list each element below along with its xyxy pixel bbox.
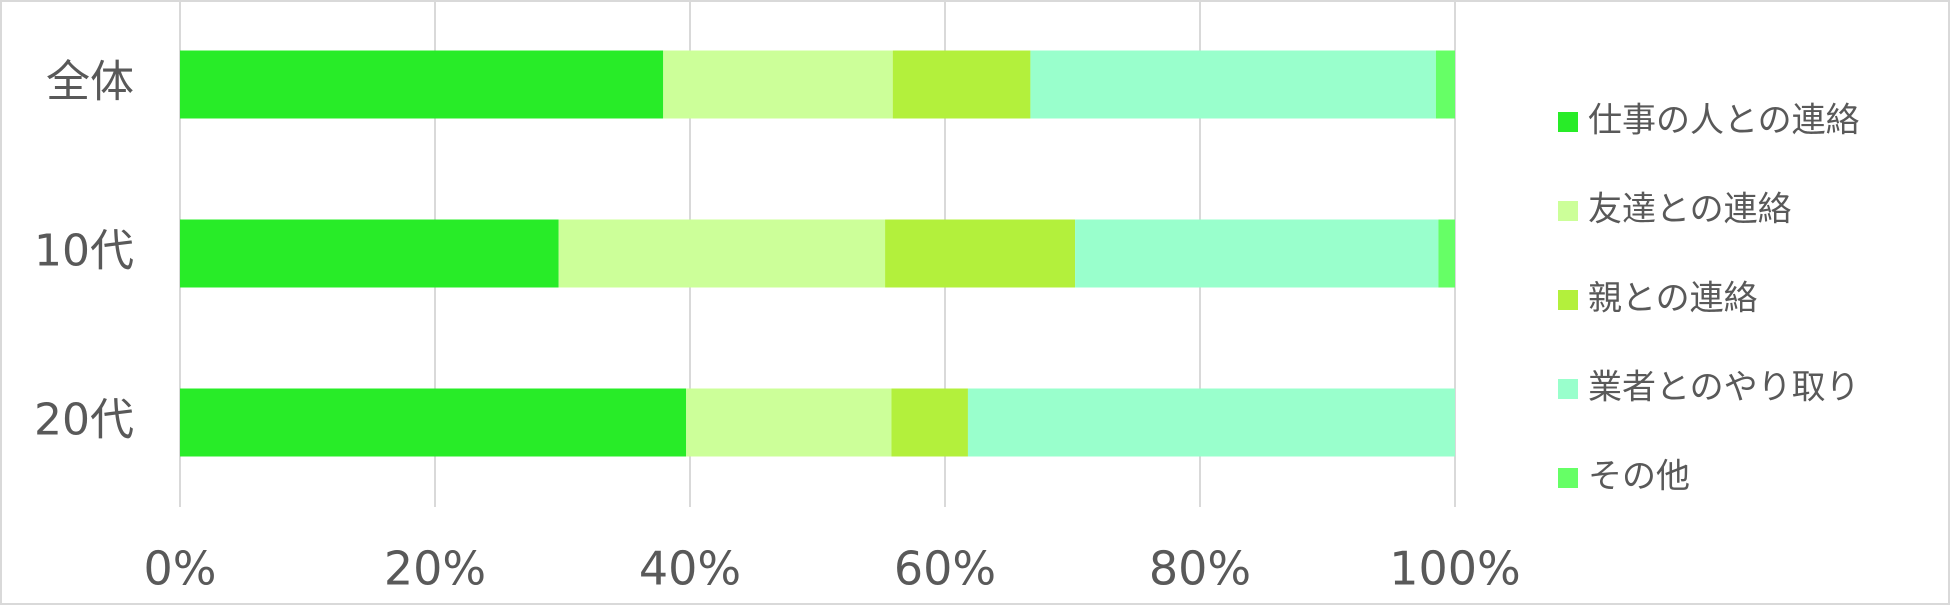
x-tick-label: 80% bbox=[1149, 542, 1251, 596]
legend-label: 仕事の人との連絡 bbox=[1588, 101, 1860, 141]
bar-segment bbox=[663, 50, 893, 119]
bar-segment bbox=[558, 219, 886, 288]
legend-label: 業者とのやり取り bbox=[1588, 368, 1860, 408]
bar-segment bbox=[892, 50, 1031, 119]
y-tick-label: 20代 bbox=[34, 395, 134, 446]
bar-segment bbox=[1075, 219, 1439, 288]
bar-segment bbox=[180, 50, 664, 119]
bar-segment bbox=[1030, 50, 1436, 119]
x-tick-label: 20% bbox=[384, 542, 486, 596]
x-tick-label: 100% bbox=[1389, 542, 1521, 596]
legend-swatch bbox=[1558, 468, 1578, 488]
bar-segment bbox=[967, 388, 1455, 457]
legend-swatch bbox=[1558, 112, 1578, 132]
y-tick-label: 全体 bbox=[46, 57, 134, 108]
x-tick-label: 60% bbox=[894, 542, 996, 596]
legend-label: その他 bbox=[1588, 457, 1690, 497]
legend-swatch bbox=[1558, 201, 1578, 221]
bar-segment bbox=[180, 219, 559, 288]
bar-segment bbox=[686, 388, 892, 457]
bar-segment bbox=[1435, 50, 1455, 119]
legend-label: 親との連絡 bbox=[1588, 279, 1758, 319]
bar-segment bbox=[885, 219, 1076, 288]
legend-swatch bbox=[1558, 290, 1578, 310]
x-tick-label: 40% bbox=[639, 542, 741, 596]
legend-swatch bbox=[1558, 379, 1578, 399]
bar-segment bbox=[180, 388, 687, 457]
bar-segment bbox=[891, 388, 968, 457]
y-tick-label: 10代 bbox=[34, 226, 134, 277]
bar-segment bbox=[1438, 219, 1455, 288]
legend-label: 友達との連絡 bbox=[1588, 190, 1792, 230]
x-tick-label: 0% bbox=[144, 542, 217, 596]
